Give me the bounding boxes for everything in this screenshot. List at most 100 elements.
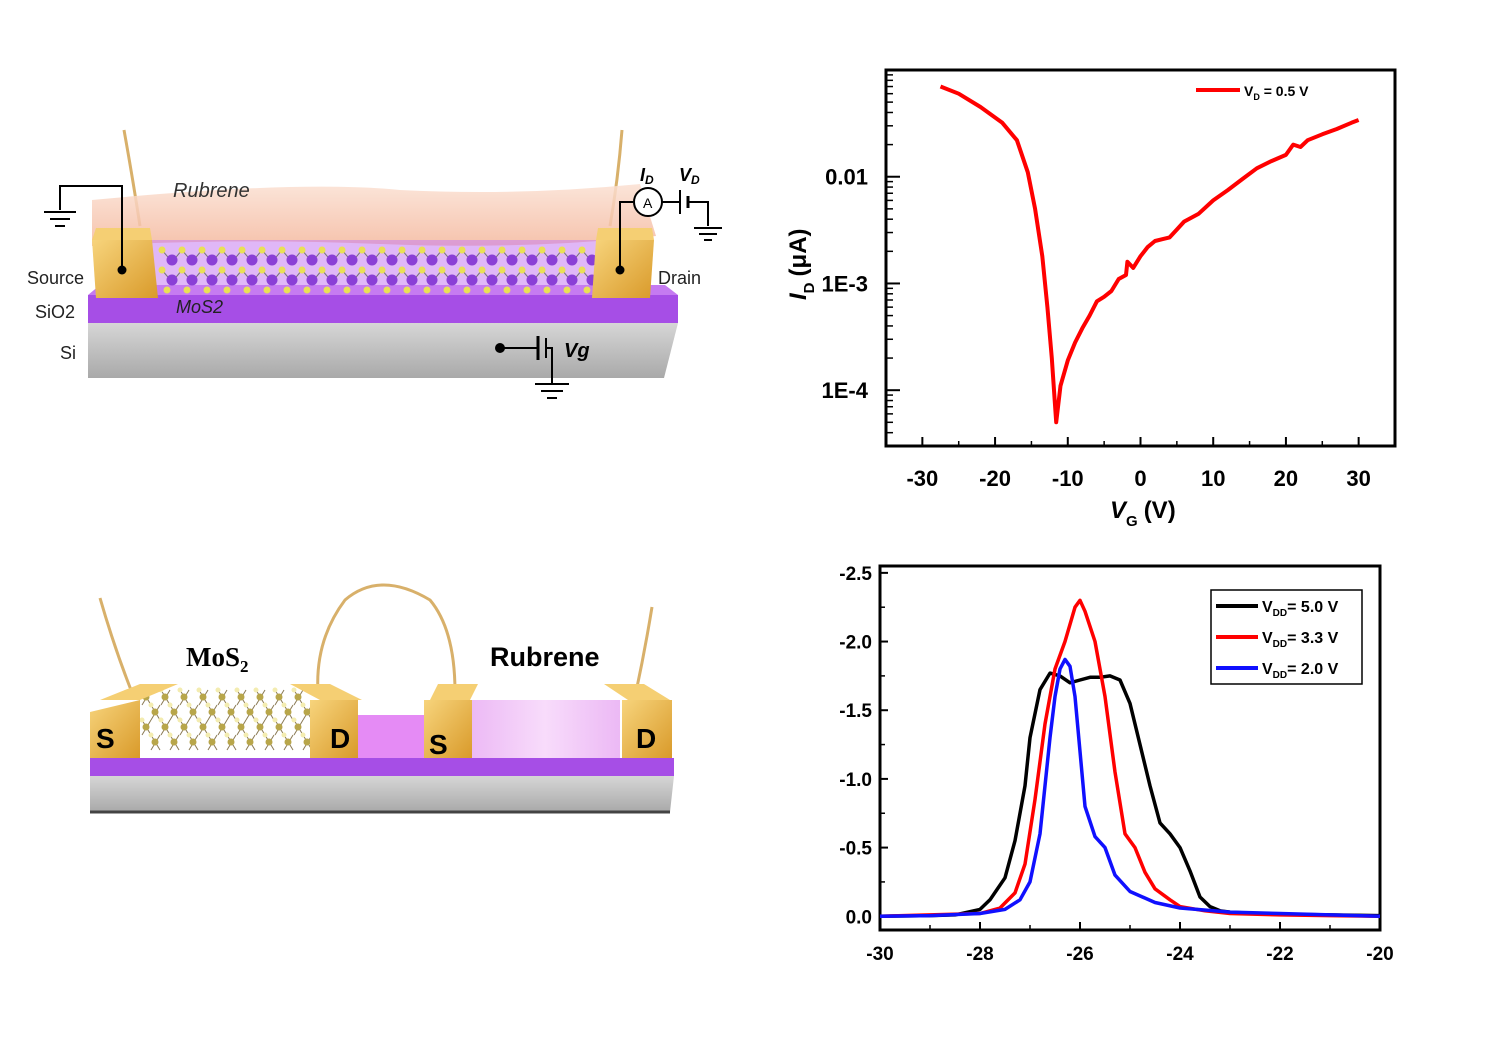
mo-atom	[346, 254, 358, 266]
chart2-legend-item-0: VDD= 5.0 V	[1216, 599, 1339, 619]
lattice-atom	[237, 693, 245, 701]
vd-label: VD	[679, 165, 700, 187]
mo-atom	[466, 274, 478, 286]
chart2-ytick-label: -1.0	[839, 770, 872, 791]
s-atom	[198, 246, 206, 254]
s-atom	[363, 286, 371, 294]
lattice-atom	[151, 708, 159, 716]
bottom-s-right-label: S	[429, 729, 448, 760]
s-atom	[498, 246, 506, 254]
s-atom	[223, 286, 231, 294]
mo-atom	[506, 274, 518, 286]
mo-atom	[186, 274, 198, 286]
s-atom	[358, 266, 366, 274]
mos2-channel	[150, 240, 596, 295]
bottom-mos2-label: MoS2	[186, 642, 249, 676]
s-atom	[238, 266, 246, 274]
mo-atom	[166, 274, 178, 286]
bottom-sio2-layer	[90, 758, 674, 776]
lattice-atom	[303, 738, 311, 746]
mo-atom	[226, 254, 238, 266]
chart2-xtick-label: -24	[1166, 944, 1194, 965]
mo-atom	[446, 254, 458, 266]
lattice-atom	[151, 738, 159, 746]
chart2-ytick-label: -1.5	[839, 701, 872, 722]
chart2-series	[879, 598, 1381, 919]
lattice-atom	[227, 708, 235, 716]
lattice-atom	[265, 738, 273, 746]
lattice-atom	[208, 738, 216, 746]
s-atom	[438, 266, 446, 274]
bottom-wire-s1	[98, 597, 135, 696]
chart1-xtick-label: 20	[1274, 466, 1298, 491]
lattice-atom	[180, 693, 188, 701]
gate-node	[495, 343, 505, 353]
s-atom	[378, 246, 386, 254]
svg-text:VDD= 3.3 V: VDD= 3.3 V	[1262, 630, 1339, 650]
s-atom	[483, 286, 491, 294]
lattice-atom	[224, 702, 230, 708]
s-atom	[338, 266, 346, 274]
lattice-atom	[196, 717, 202, 723]
chart1-series-line-0	[939, 84, 1360, 425]
lattice-atom	[243, 732, 249, 738]
lattice-atom	[161, 723, 169, 731]
gate-circuit	[502, 336, 569, 399]
s-atom	[543, 286, 551, 294]
mo-atom	[186, 254, 198, 266]
source-label: Source	[27, 268, 84, 288]
chart1-xtick-label: -30	[906, 466, 938, 491]
s-atom	[238, 246, 246, 254]
s-atom	[498, 266, 506, 274]
s-atom	[503, 286, 511, 294]
lattice-atom	[139, 717, 145, 723]
lattice-atom	[215, 717, 221, 723]
lattice-atom	[199, 693, 207, 701]
s-atom	[383, 286, 391, 294]
drain-node	[615, 265, 625, 275]
lattice-atom	[253, 717, 259, 723]
mo-atom	[206, 254, 218, 266]
si-substrate	[88, 323, 678, 378]
bottom-d-left-label: D	[330, 723, 350, 754]
mo-atom	[386, 274, 398, 286]
s-atom	[318, 266, 326, 274]
lattice-atom	[158, 717, 164, 723]
mos2-label: MoS2	[176, 297, 223, 317]
lattice-atom	[142, 723, 150, 731]
chart2-xtick-label: -30	[866, 944, 893, 965]
lattice-atom	[199, 723, 207, 731]
mo-atom	[366, 254, 378, 266]
chart2-xtick-label: -22	[1266, 944, 1293, 965]
chart1-ytick-label: 0.01	[825, 165, 868, 190]
source-ground-circuit	[44, 185, 123, 270]
chart2-xtick-label: -28	[966, 944, 993, 965]
lattice-atom	[246, 738, 254, 746]
mo-atom	[266, 274, 278, 286]
lattice-atom	[167, 702, 173, 708]
s-atom	[298, 246, 306, 254]
mo-atom	[326, 274, 338, 286]
s-atom	[583, 286, 591, 294]
sio2-layer	[88, 295, 678, 323]
lattice-atom	[275, 723, 283, 731]
s-atom	[358, 246, 366, 254]
chart2-ytick-label: -2.5	[839, 564, 872, 585]
s-atom	[183, 286, 191, 294]
lattice-atom	[234, 717, 240, 723]
mo-atom	[486, 274, 498, 286]
s-atom	[303, 286, 311, 294]
mo-atom	[366, 274, 378, 286]
lattice-atom	[262, 702, 268, 708]
s-atom	[298, 266, 306, 274]
lattice-atom	[186, 702, 192, 708]
chart1-legend-label: VD = 0.5 V	[1244, 83, 1309, 102]
s-atom	[458, 266, 466, 274]
s-atom	[218, 246, 226, 254]
s-atom	[318, 246, 326, 254]
s-atom	[443, 286, 451, 294]
chart2-legend-item-1: VDD= 3.3 V	[1216, 630, 1339, 650]
source-node	[117, 265, 127, 275]
